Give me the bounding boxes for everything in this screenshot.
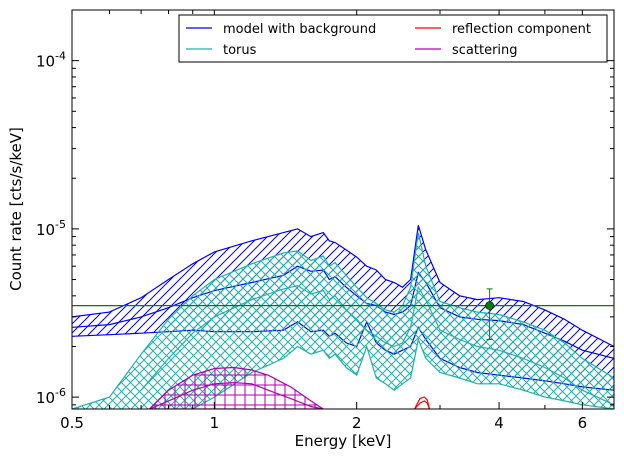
y-tick-exponent: -4 bbox=[55, 50, 66, 63]
y-tick-exponent: -6 bbox=[55, 386, 66, 399]
scattering-band bbox=[149, 367, 324, 409]
legend-label-model: model with background bbox=[223, 22, 376, 37]
legend-label-torus: torus bbox=[223, 43, 257, 58]
plot-frame bbox=[71, 9, 615, 410]
scattering-upper-line bbox=[149, 366, 324, 409]
x-axis: 0.5 1 2 4 6 bbox=[60, 10, 587, 432]
torus-band bbox=[72, 232, 614, 409]
scattering-median-line bbox=[149, 381, 324, 409]
x-tick-label: 4 bbox=[494, 414, 504, 432]
y-tick-label: 10-4 bbox=[36, 50, 66, 71]
torus-median-line bbox=[140, 284, 614, 406]
y-tick-label: 10-6 bbox=[36, 386, 66, 407]
x-tick-label: 0.5 bbox=[60, 414, 84, 432]
reflection-component-median-line bbox=[414, 400, 431, 409]
y-tick-exponent: -5 bbox=[55, 218, 66, 231]
data-point bbox=[485, 288, 494, 341]
model-with-background-upper-line bbox=[72, 225, 614, 348]
x-tick-label: 6 bbox=[578, 414, 588, 432]
legend-label-reflection: reflection component bbox=[452, 22, 591, 37]
x-tick-label: 2 bbox=[352, 414, 362, 432]
data-point-marker bbox=[485, 301, 494, 310]
plot-area bbox=[72, 225, 614, 409]
torus-upper-line bbox=[72, 232, 614, 409]
legend: model with background torus reflection c… bbox=[178, 14, 608, 63]
legend-box bbox=[178, 14, 608, 63]
x-axis-label: Energy [keV] bbox=[295, 432, 392, 450]
y-tick-label: 10-5 bbox=[36, 218, 66, 239]
legend-label-scattering: scattering bbox=[452, 43, 518, 58]
x-tick-label: 1 bbox=[210, 414, 220, 432]
reflection-component-upper-line bbox=[413, 396, 431, 409]
torus-lower-line bbox=[192, 337, 614, 409]
y-axis-label: Count rate [cts/s/keV] bbox=[7, 127, 25, 291]
